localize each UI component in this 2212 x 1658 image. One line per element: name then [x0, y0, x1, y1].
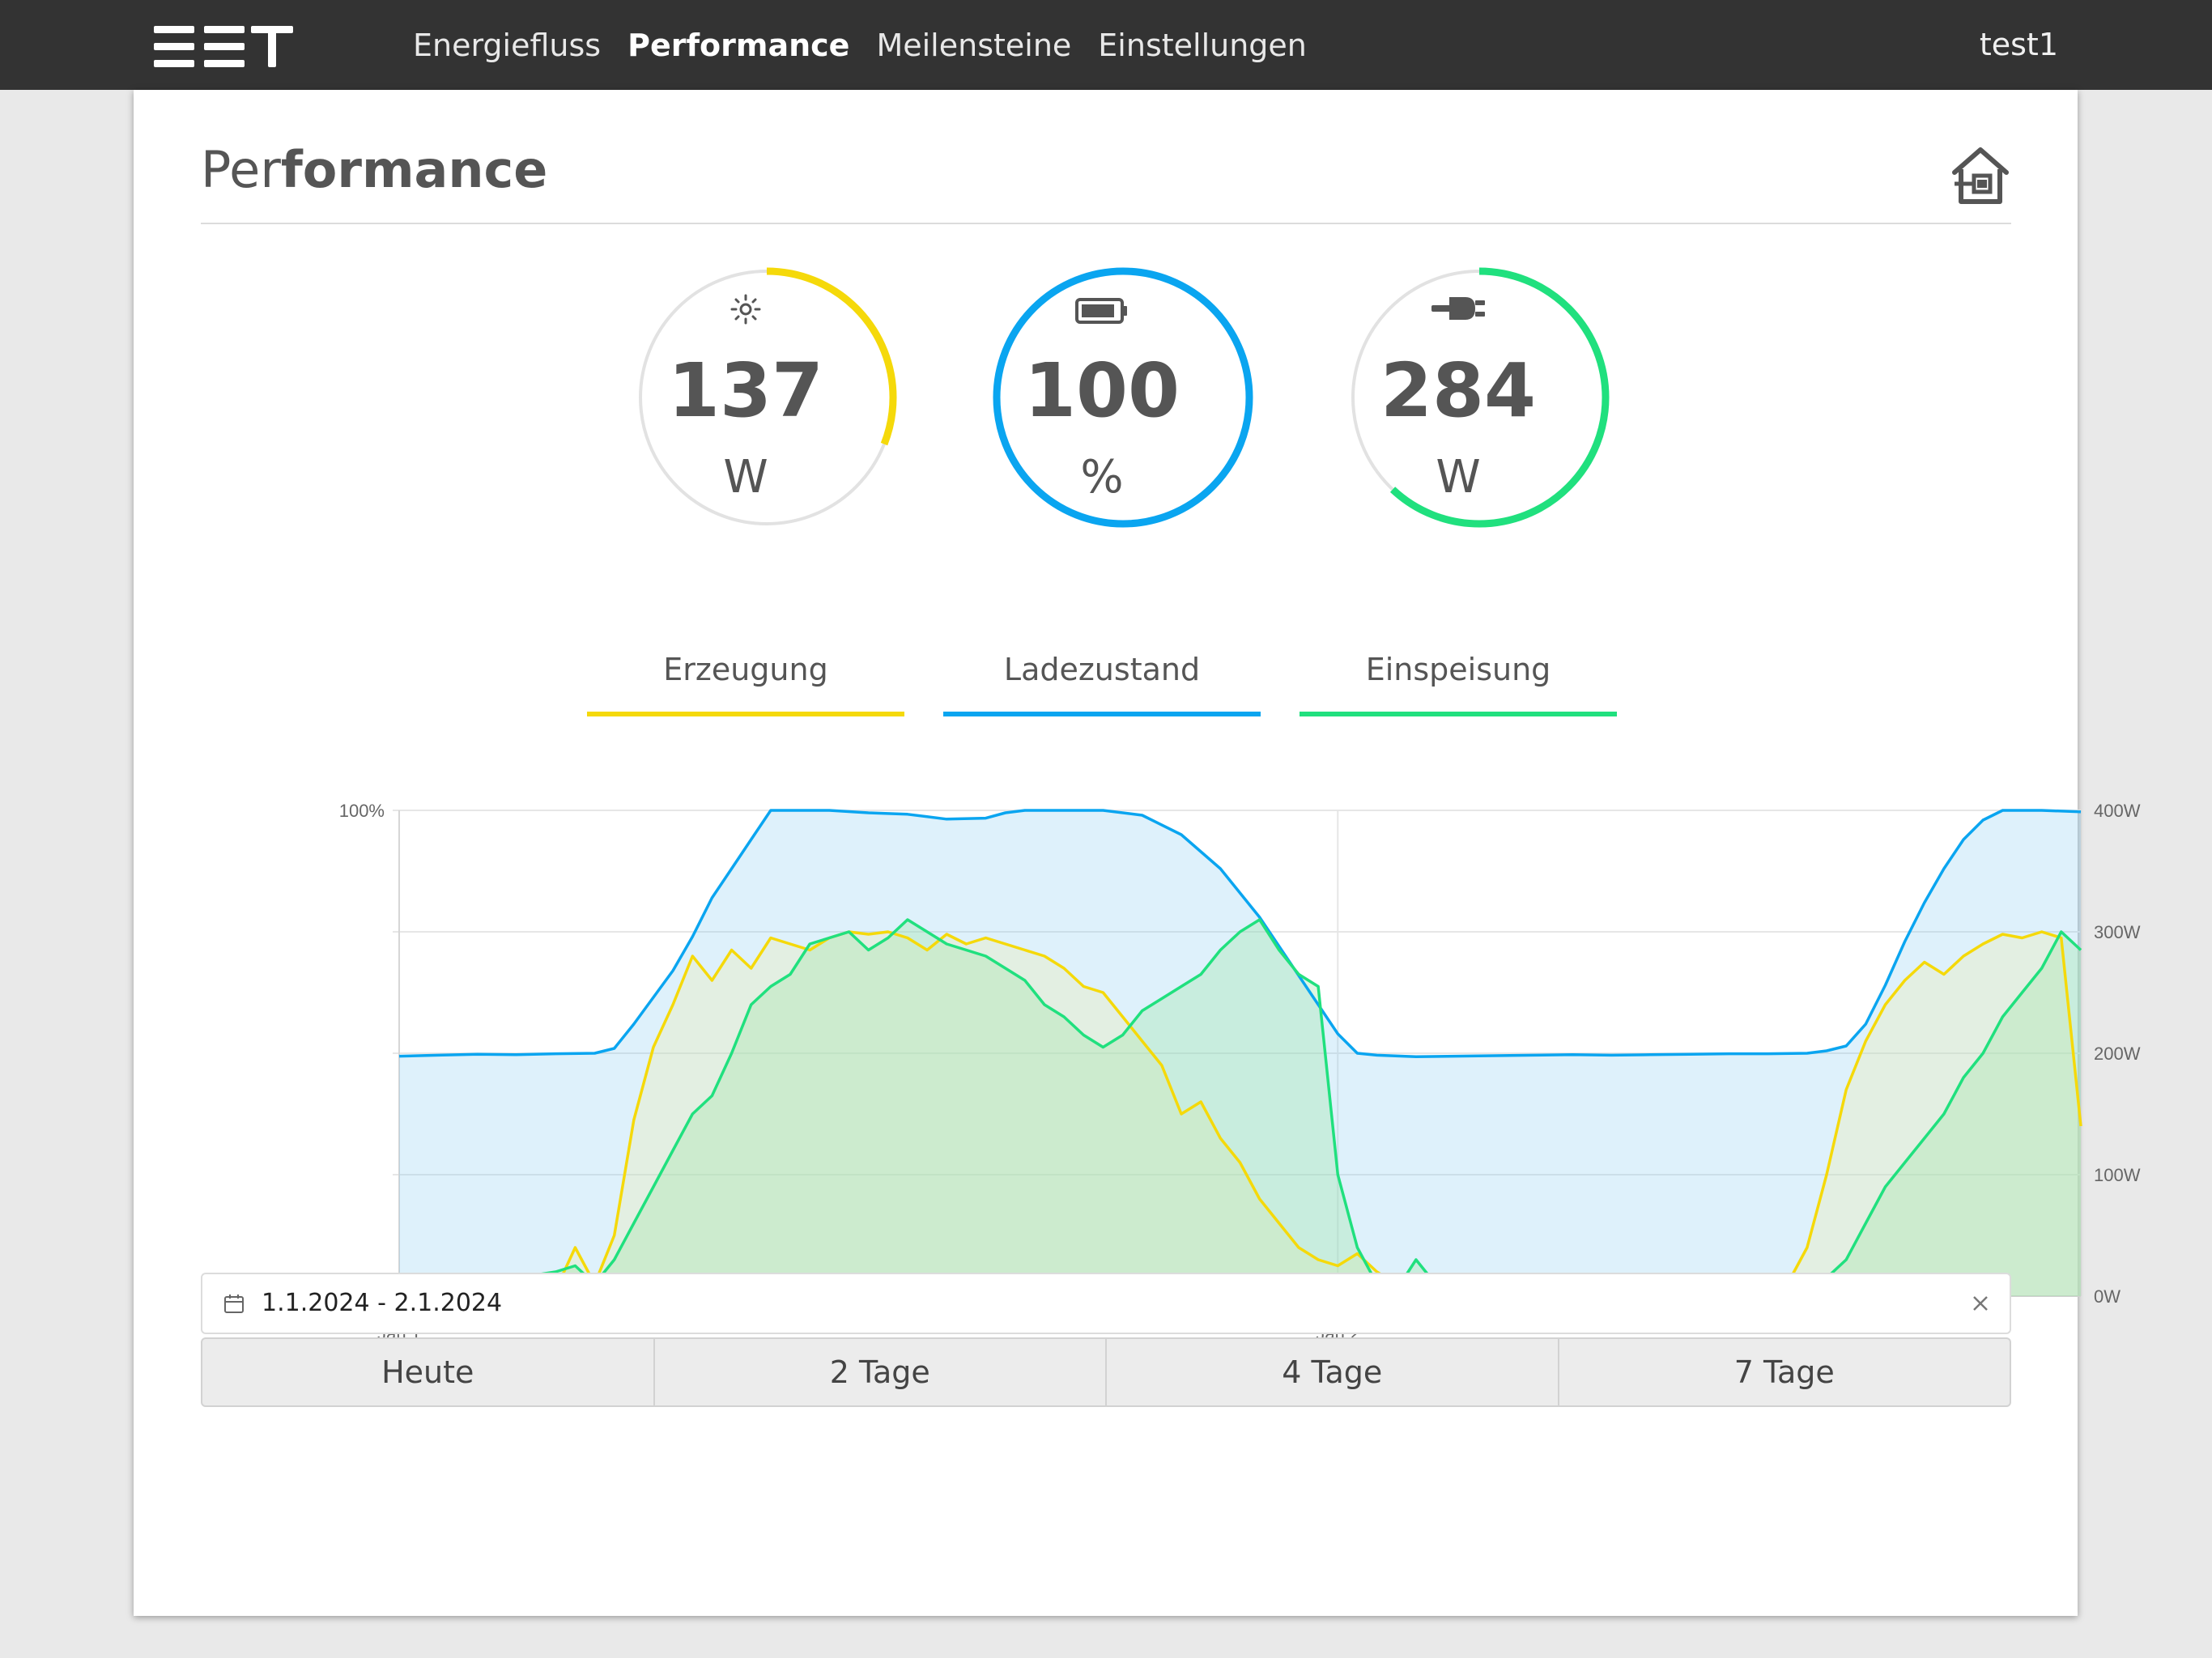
y-right-tick-label: 200W — [2094, 1044, 2141, 1064]
series-line-2 — [398, 918, 2082, 1298]
gauge-ring-erzeugung — [636, 267, 897, 528]
plug-icon — [1300, 289, 1617, 329]
range-button-7-tage[interactable]: 7 Tage — [1733, 1354, 1835, 1390]
y-left-tick-label: 100% — [339, 801, 385, 821]
gauge-value-erzeugung: 137 — [667, 347, 824, 434]
house-plug-icon[interactable] — [1950, 145, 2011, 206]
series-area-0 — [399, 810, 2081, 1296]
chart-lines — [398, 809, 2082, 1298]
range-button-heute[interactable]: Heute — [202, 1339, 655, 1405]
gauge-label-ladezustand: Ladezustand — [1003, 652, 1201, 687]
battery-icon — [943, 289, 1261, 329]
nav-performance[interactable]: Performance — [627, 27, 850, 63]
title-divider — [201, 223, 2011, 224]
y-right-tick-label: 100W — [2094, 1165, 2141, 1185]
gauge-underline-erzeugung — [587, 712, 904, 716]
main-nav: Energiefluss Performance Meilensteine Ei… — [413, 0, 1334, 90]
series-area-2 — [399, 920, 2081, 1296]
chart-areas — [399, 810, 2081, 1296]
sun-icon — [587, 289, 904, 329]
gauge-underline-einspeisung — [1300, 712, 1617, 716]
y-right-tick-label: 0W — [2094, 1286, 2121, 1307]
gauge-unit-ladezustand: % — [1080, 451, 1124, 504]
gauge-ring-einspeisung — [1349, 267, 1610, 528]
calendar-icon[interactable] — [223, 1293, 245, 1314]
performance-card: Performance 137 W Erzeugung — [134, 90, 2141, 1616]
series-line-0 — [398, 809, 2082, 1058]
close-icon[interactable] — [1969, 1292, 1992, 1315]
range-button-group: Heute 2 Tage 4 Tage 7 Tage — [201, 1337, 2011, 1407]
range-button-4-tage[interactable]: 4 Tage — [1107, 1339, 1559, 1405]
page-title-light: Per — [201, 140, 281, 199]
series-line-1 — [398, 930, 2082, 1298]
gauge-unit-erzeugung: W — [723, 451, 768, 504]
gauge-unit-einspeisung: W — [1436, 451, 1481, 504]
page-title-bold: formance — [280, 140, 548, 199]
gauge-value-einspeisung: 284 — [1380, 347, 1537, 434]
date-range-value[interactable]: 1.1.2024 - 2.1.2024 — [262, 1289, 503, 1317]
performance-chart[interactable]: 100%0%400W300W200W100W0WJan 1Jan 2 — [190, 695, 2158, 1359]
user-menu[interactable]: test1 — [1979, 27, 2058, 62]
gauge-underline-ladezustand — [943, 712, 1261, 716]
top-navbar: Energiefluss Performance Meilensteine Ei… — [0, 0, 2212, 90]
series-area-1 — [399, 932, 2081, 1296]
gauge-ring-ladezustand — [993, 267, 1253, 528]
nav-einstellungen[interactable]: Einstellungen — [1098, 27, 1307, 63]
nav-meilensteine[interactable]: Meilensteine — [876, 27, 1072, 63]
y-right-tick-label: 400W — [2094, 801, 2141, 821]
range-button-2-tage[interactable]: 2 Tage — [655, 1339, 1107, 1405]
nav-energiefluss[interactable]: Energiefluss — [413, 27, 602, 63]
gauge-label-einspeisung: Einspeisung — [1365, 652, 1551, 687]
gauge-value-ladezustand: 100 — [1023, 347, 1180, 434]
eet-logo[interactable] — [154, 26, 293, 68]
y-right-tick-label: 300W — [2094, 922, 2141, 942]
gauge-label-erzeugung: Erzeugung — [663, 652, 828, 687]
page-title: Performance — [201, 140, 547, 199]
date-range-field[interactable]: 1.1.2024 - 2.1.2024 — [201, 1273, 2011, 1334]
